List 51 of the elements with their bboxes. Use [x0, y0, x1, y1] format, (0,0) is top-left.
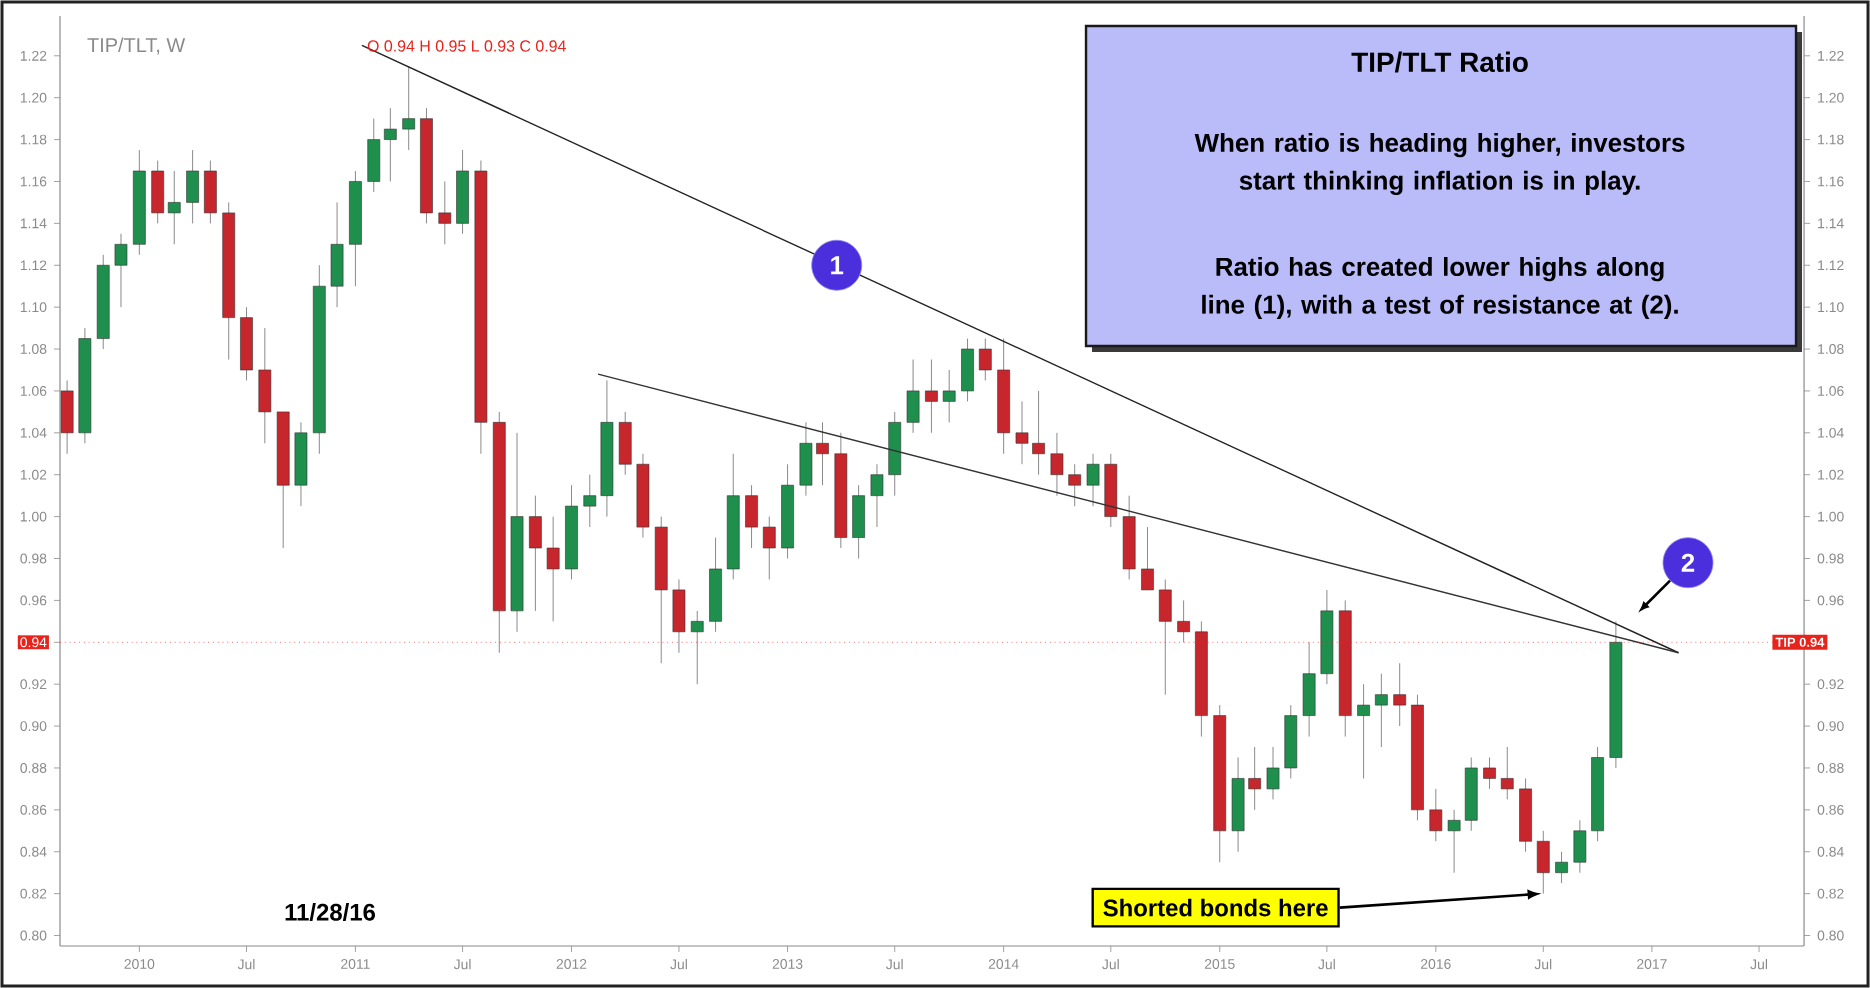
candlestick — [906, 359, 920, 434]
candlestick — [690, 610, 704, 685]
candlestick — [402, 65, 416, 151]
annotation: Shorted bonds here — [1103, 898, 1328, 917]
candlestick — [762, 516, 776, 580]
annotation: 1 — [831, 256, 844, 275]
annotation: 11/28/16 — [285, 903, 376, 921]
candlestick — [672, 578, 686, 654]
candlestick — [1429, 788, 1443, 842]
candlestick — [438, 180, 452, 245]
annotation: Ratio has created lower highs along line (1), with a test of resistance at (2). — [1202, 256, 1678, 319]
candlestick — [1266, 746, 1280, 800]
candlestick — [583, 474, 597, 528]
candlestick — [1302, 641, 1316, 738]
candlestick — [1393, 662, 1407, 727]
candlestick — [167, 170, 181, 245]
annotation: 2 — [1681, 553, 1695, 572]
candlestick — [1500, 746, 1514, 800]
candlestick — [1141, 526, 1154, 591]
candlestick — [151, 160, 165, 224]
candlestick — [529, 495, 542, 612]
text: TIP/TLT, W — [87, 37, 186, 55]
candlestick — [367, 118, 381, 193]
candlestick — [925, 359, 938, 434]
candlestick — [546, 516, 560, 622]
candlestick — [942, 369, 956, 423]
candlestick — [1177, 599, 1190, 643]
candlestick — [618, 411, 632, 476]
candlestick — [1447, 809, 1461, 874]
candlestick — [1068, 463, 1082, 507]
candlestick — [186, 149, 199, 224]
candlestick — [745, 484, 758, 549]
candlestick — [330, 201, 344, 308]
candlestick — [852, 484, 865, 559]
candlestick — [1158, 578, 1172, 696]
candlestick — [1086, 453, 1100, 507]
candlestick — [1375, 673, 1388, 748]
annotation: When ratio is heading higher, investors start thinking inflation is in play. — [1194, 132, 1685, 196]
candlestick — [383, 107, 397, 182]
candlestick — [114, 233, 128, 308]
text: TIP/TLT Ratio — [1351, 51, 1528, 73]
candlestick — [204, 160, 217, 224]
candlestick — [258, 327, 272, 444]
candlestick — [1573, 819, 1587, 874]
candlestick — [870, 463, 884, 528]
candlestick — [1555, 851, 1568, 884]
candlestick — [1483, 756, 1496, 790]
candlestick — [961, 338, 974, 402]
candlestick — [978, 338, 992, 381]
candlestick — [1357, 683, 1370, 779]
candlestick — [1050, 432, 1064, 497]
